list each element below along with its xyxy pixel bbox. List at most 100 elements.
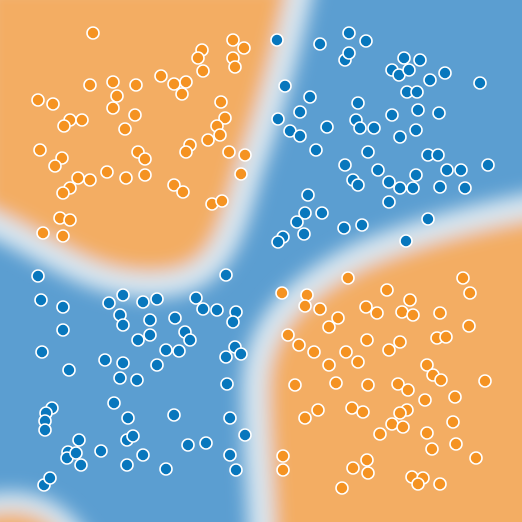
point xyxy=(118,122,132,136)
point xyxy=(322,358,336,372)
point xyxy=(456,271,470,285)
point xyxy=(373,427,387,441)
point xyxy=(183,333,197,347)
point xyxy=(339,345,353,359)
point xyxy=(300,288,314,302)
point xyxy=(311,403,325,417)
point xyxy=(121,411,135,425)
point xyxy=(33,143,47,157)
point xyxy=(423,73,437,87)
point xyxy=(462,319,476,333)
point xyxy=(361,378,375,392)
point xyxy=(107,396,121,410)
point xyxy=(433,180,447,194)
point xyxy=(421,212,435,226)
point xyxy=(410,85,424,99)
point xyxy=(276,463,290,477)
point xyxy=(128,108,142,122)
point xyxy=(43,471,57,485)
point xyxy=(175,87,189,101)
point xyxy=(276,449,290,463)
point xyxy=(271,235,285,249)
point xyxy=(220,377,234,391)
point xyxy=(351,355,365,369)
point xyxy=(397,51,411,65)
point xyxy=(396,420,410,434)
point xyxy=(359,300,373,314)
point xyxy=(331,311,345,325)
point xyxy=(434,373,448,387)
point xyxy=(315,206,329,220)
point xyxy=(130,373,144,387)
point xyxy=(411,477,425,491)
point xyxy=(433,477,447,491)
point xyxy=(191,51,205,65)
point xyxy=(438,66,452,80)
point xyxy=(56,186,70,200)
point xyxy=(360,333,374,347)
point xyxy=(46,97,60,111)
point xyxy=(228,60,242,74)
point xyxy=(449,437,463,451)
point xyxy=(56,300,70,314)
point xyxy=(271,112,285,126)
point xyxy=(440,163,454,177)
point xyxy=(275,286,289,300)
point xyxy=(238,428,252,442)
point xyxy=(278,79,292,93)
point xyxy=(167,77,181,91)
point xyxy=(290,215,304,229)
point xyxy=(329,376,343,390)
point xyxy=(313,37,327,51)
point xyxy=(31,93,45,107)
point xyxy=(168,311,182,325)
point xyxy=(401,383,415,397)
point xyxy=(213,128,227,142)
point xyxy=(71,171,85,185)
point xyxy=(226,315,240,329)
point xyxy=(309,143,323,157)
point xyxy=(210,303,224,317)
point xyxy=(292,338,306,352)
point xyxy=(433,306,447,320)
point xyxy=(31,269,45,283)
point xyxy=(298,299,312,313)
point xyxy=(353,121,367,135)
point xyxy=(167,408,181,422)
point xyxy=(150,358,164,372)
point xyxy=(218,111,232,125)
point xyxy=(307,345,321,359)
point xyxy=(320,120,334,134)
point xyxy=(409,168,423,182)
point xyxy=(420,426,434,440)
point xyxy=(448,390,462,404)
point xyxy=(143,328,157,342)
point xyxy=(116,288,130,302)
orange-region xyxy=(0,0,312,299)
point xyxy=(129,78,143,92)
point xyxy=(219,350,233,364)
point xyxy=(298,206,312,220)
point xyxy=(313,302,327,316)
point xyxy=(102,296,116,310)
point xyxy=(382,175,396,189)
point xyxy=(370,306,384,320)
point xyxy=(110,89,124,103)
point xyxy=(303,90,317,104)
point xyxy=(355,218,369,232)
point xyxy=(199,436,213,450)
point xyxy=(293,105,307,119)
point xyxy=(201,133,215,147)
orange-region xyxy=(0,491,78,522)
point xyxy=(34,293,48,307)
point xyxy=(406,308,420,322)
point xyxy=(402,63,416,77)
point xyxy=(238,148,252,162)
point xyxy=(106,101,120,115)
point xyxy=(48,159,62,173)
point xyxy=(385,108,399,122)
point xyxy=(439,330,453,344)
point xyxy=(36,226,50,240)
